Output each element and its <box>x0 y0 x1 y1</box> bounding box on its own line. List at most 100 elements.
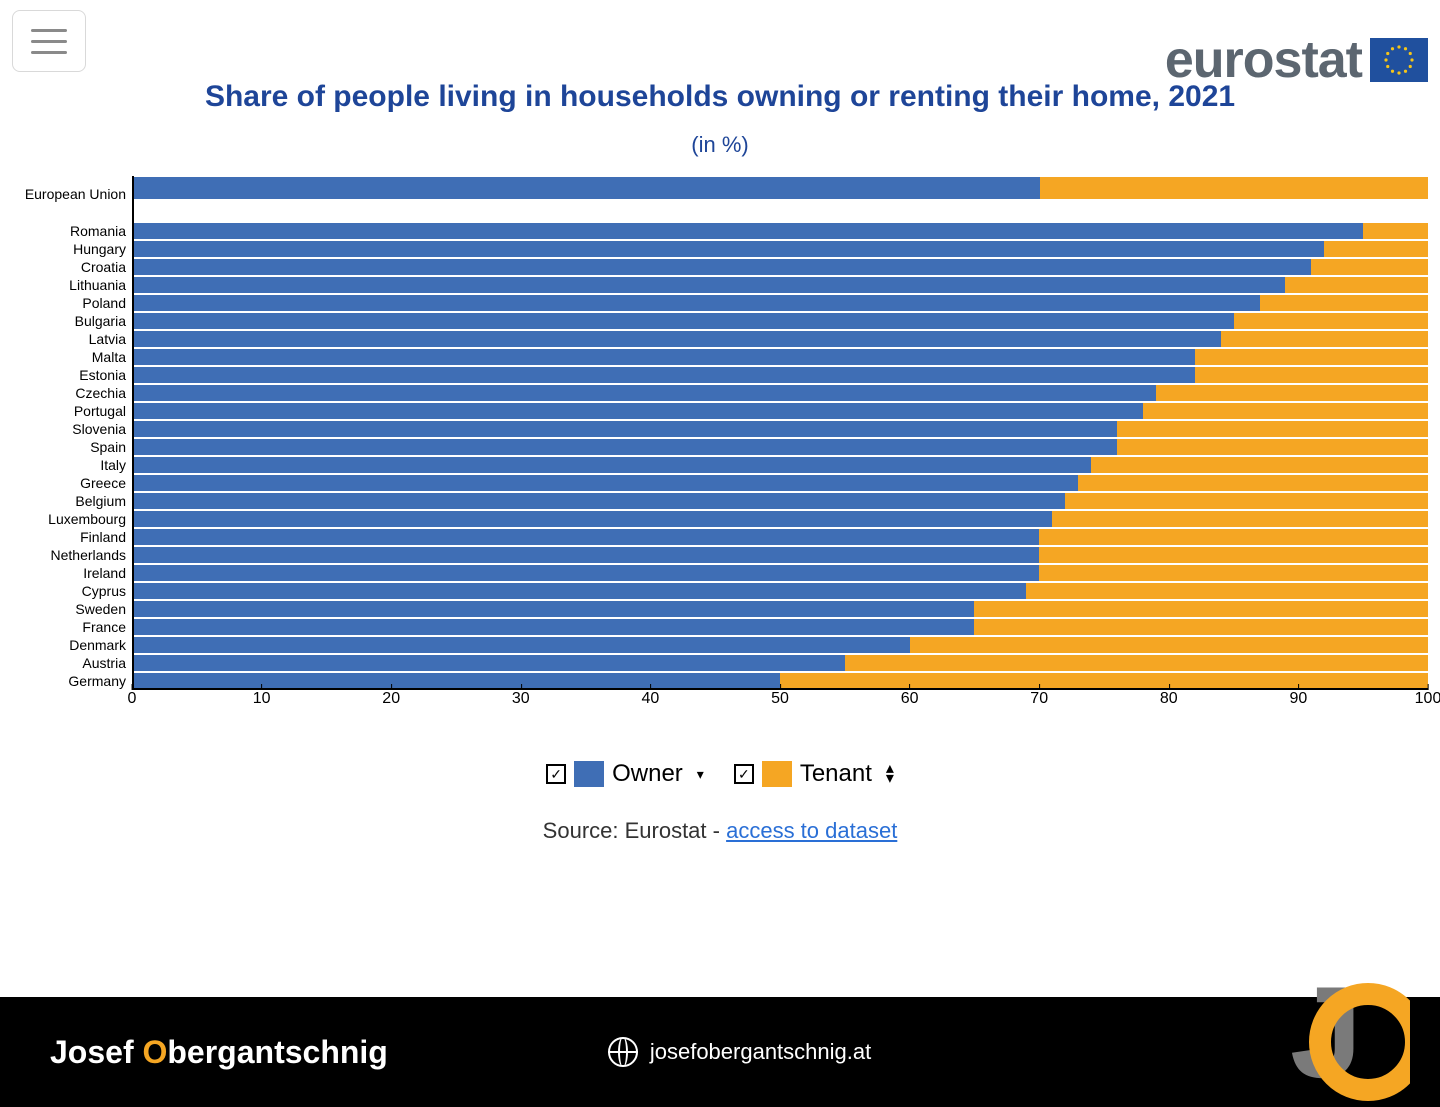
header: eurostat <box>0 0 1440 90</box>
bar-track <box>132 582 1428 600</box>
bar-track <box>132 492 1428 510</box>
bar-label: Italy <box>12 457 132 473</box>
bar-row <box>132 582 1428 600</box>
owner-segment <box>132 349 1195 365</box>
tenant-segment <box>1065 493 1428 509</box>
legend-tenant-label: Tenant <box>800 760 872 788</box>
sort-icon[interactable]: ▴▾ <box>886 764 894 783</box>
bar-track <box>132 240 1428 258</box>
bar-row <box>132 438 1428 456</box>
tenant-segment <box>910 637 1428 653</box>
x-tick: 100 <box>1415 690 1440 708</box>
owner-segment <box>132 439 1117 455</box>
stacked-bar-chart: European UnionRomaniaHungaryCroatiaLithu… <box>12 176 1428 690</box>
tenant-segment <box>1195 367 1428 383</box>
hamburger-button[interactable] <box>12 10 86 72</box>
footer: Josef Obergantschnig josefobergantschnig… <box>0 997 1440 1107</box>
bar-row <box>132 330 1428 348</box>
owner-segment <box>132 421 1117 437</box>
eu-stars-icon <box>1379 40 1419 80</box>
jo-logo: J <box>1250 947 1410 1107</box>
owner-segment <box>132 583 1026 599</box>
bar-label: Latvia <box>12 331 132 347</box>
owner-segment <box>132 403 1143 419</box>
owner-segment <box>134 177 1040 199</box>
bar-row <box>132 312 1428 330</box>
owner-segment <box>132 313 1234 329</box>
owner-segment <box>132 637 910 653</box>
site-url: josefobergantschnig.at <box>650 1039 871 1065</box>
bar-label: Sweden <box>12 601 132 617</box>
bar-track <box>132 528 1428 546</box>
x-axis: 0102030405060708090100 <box>132 690 1428 720</box>
bar-track <box>132 438 1428 456</box>
bar-row <box>132 294 1428 312</box>
globe-icon <box>608 1037 638 1067</box>
bar-row <box>132 600 1428 618</box>
tenant-segment <box>1091 457 1428 473</box>
owner-segment <box>132 493 1065 509</box>
legend-item-tenant[interactable]: ✓ Tenant ▴▾ <box>734 760 894 788</box>
bar-row <box>132 636 1428 654</box>
bar-label: Bulgaria <box>12 313 132 329</box>
owner-segment <box>132 655 845 671</box>
bar-row <box>132 420 1428 438</box>
tenant-segment <box>1117 421 1428 437</box>
owner-segment <box>132 457 1091 473</box>
bar-track <box>132 510 1428 528</box>
tenant-segment <box>780 673 1428 689</box>
bar-label: Finland <box>12 529 132 545</box>
x-tick: 10 <box>253 690 271 708</box>
x-tick: 50 <box>771 690 789 708</box>
owner-segment <box>132 295 1260 311</box>
bar-row <box>132 402 1428 420</box>
owner-segment <box>132 331 1221 347</box>
dataset-link[interactable]: access to dataset <box>726 818 897 843</box>
checkbox-icon[interactable]: ✓ <box>734 764 754 784</box>
bar-label: Spain <box>12 439 132 455</box>
tenant-segment <box>1324 241 1428 257</box>
x-tick: 60 <box>901 690 919 708</box>
tenant-segment <box>1052 511 1428 527</box>
bar-label: Luxembourg <box>12 511 132 527</box>
bar-label: Portugal <box>12 403 132 419</box>
bar-row <box>132 176 1428 200</box>
bar-row <box>132 492 1428 510</box>
bar-row <box>132 276 1428 294</box>
bar-label: Germany <box>12 673 132 689</box>
tenant-segment <box>1311 259 1428 275</box>
bar-label: Belgium <box>12 493 132 509</box>
bar-label: Estonia <box>12 367 132 383</box>
title-block: Share of people living in households own… <box>0 80 1440 158</box>
bar-row <box>132 348 1428 366</box>
bar-label: European Union <box>12 186 132 202</box>
bar-label: Romania <box>12 223 132 239</box>
bar-label: Lithuania <box>12 277 132 293</box>
tenant-segment <box>1221 331 1428 347</box>
owner-segment <box>132 277 1285 293</box>
tenant-segment <box>845 655 1428 671</box>
bar-row <box>132 456 1428 474</box>
bar-row <box>132 546 1428 564</box>
bar-label: Hungary <box>12 241 132 257</box>
chart-subtitle: (in %) <box>0 132 1440 158</box>
author-accent: O <box>142 1034 167 1070</box>
bar-row <box>132 510 1428 528</box>
tenant-segment <box>1039 547 1428 563</box>
tenant-segment <box>1195 349 1428 365</box>
caret-down-icon[interactable]: ▾ <box>697 767 704 781</box>
tenant-segment <box>1039 565 1428 581</box>
bar-label: Greece <box>12 475 132 491</box>
legend-item-owner[interactable]: ✓ Owner ▾ <box>546 760 704 788</box>
tenant-segment <box>974 619 1428 635</box>
bar-label: Netherlands <box>12 547 132 563</box>
bar-label: Slovenia <box>12 421 132 437</box>
checkbox-icon[interactable]: ✓ <box>546 764 566 784</box>
bar-track <box>132 474 1428 492</box>
source-prefix: Source: Eurostat - <box>543 818 726 843</box>
bar-track <box>132 348 1428 366</box>
bar-row <box>132 618 1428 636</box>
bar-track <box>132 654 1428 672</box>
legend: ✓ Owner ▾ ✓ Tenant ▴▾ <box>0 760 1440 788</box>
tenant-segment <box>1117 439 1428 455</box>
